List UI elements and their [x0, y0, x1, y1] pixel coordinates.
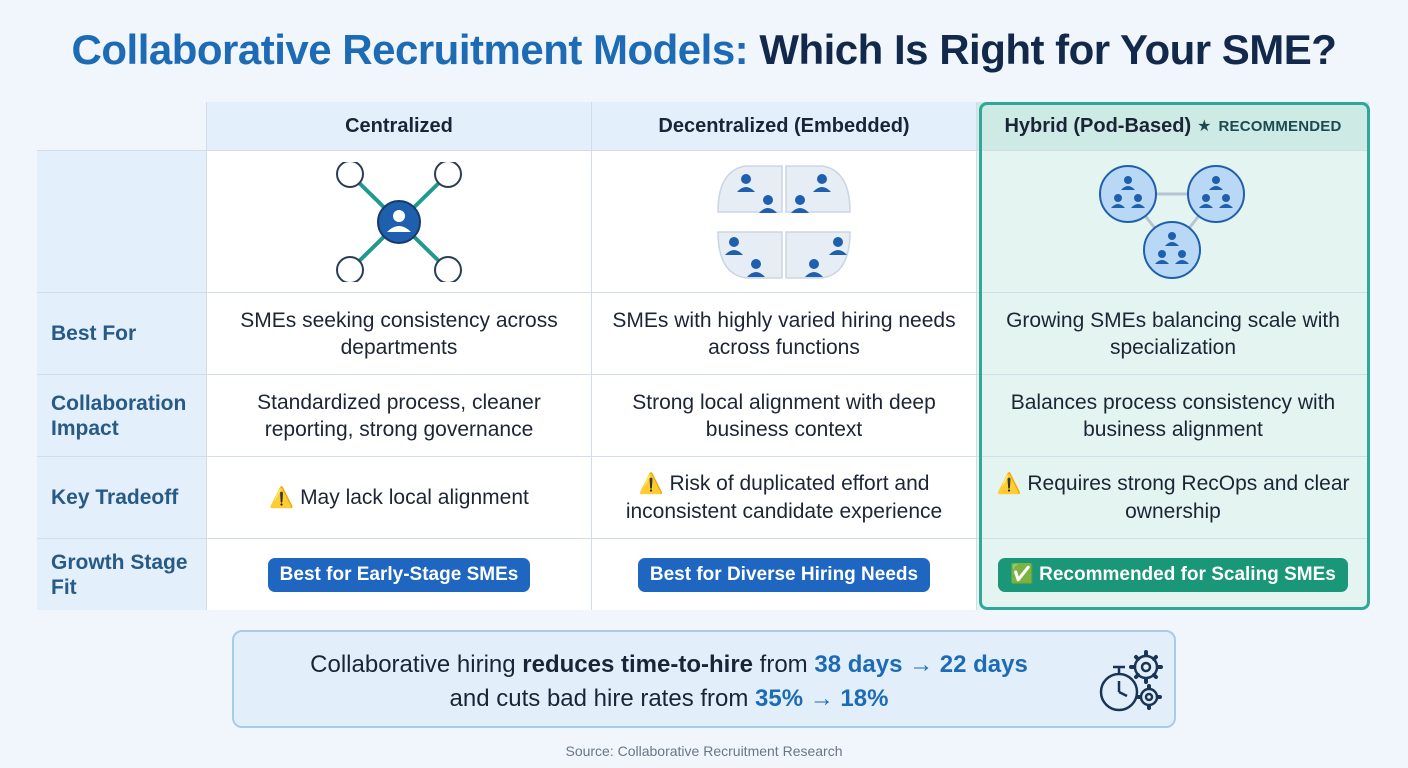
stat-line-2: and cuts bad hire rates from 35% → 18% — [234, 684, 1104, 714]
badge-diverse-hiring: Best for Diverse Hiring Needs — [637, 557, 931, 592]
title-part-1: Collaborative Recruitment Models: — [71, 26, 749, 73]
growth-decentralized: Best for Diverse Hiring Needs — [592, 539, 977, 610]
column-header-hybrid: Hybrid (Pod-Based) ★ RECOMMENDED — [977, 102, 1369, 151]
warning-icon: ⚠️ — [638, 473, 664, 495]
pod-network-icon — [1099, 164, 1245, 279]
stopwatch-gears-icon — [1099, 650, 1163, 712]
stat-line-1: Collaborative hiring reduces time-to-hir… — [234, 650, 1104, 680]
warning-icon: ⚠️ — [269, 486, 295, 509]
row-label-key-tradeoff: Key Tradeoff — [37, 457, 207, 539]
icon-row-label — [37, 151, 207, 293]
stat-time-to-hire: 38 days → 22 days — [814, 651, 1028, 678]
table-corner — [37, 102, 207, 151]
stat-line-1-c: from — [753, 651, 815, 678]
star-icon: ★ — [1197, 117, 1212, 135]
column-header-centralized: Centralized — [207, 102, 592, 151]
tradeoff-hybrid: ⚠️ Requires strong RecOps and clear owner… — [977, 457, 1369, 539]
row-label-growth-stage-fit: Growth Stage Fit — [37, 539, 207, 610]
stat-line-1-a: Collaborative hiring — [310, 651, 523, 678]
tradeoff-decentralized: ⚠️ Risk of duplicated effort and inconsis… — [592, 457, 977, 539]
page-title: Collaborative Recruitment Models: Which … — [0, 26, 1408, 74]
warning-icon: ⚠️ — [996, 473, 1022, 495]
tradeoff-centralized: ⚠️ May lack local alignment — [207, 457, 592, 539]
icon-cell-hybrid — [977, 151, 1369, 293]
source-caption: Source: Collaborative Recruitment Resear… — [565, 743, 843, 759]
stat-bad-hire-rate: 35% → 18% — [755, 685, 889, 712]
badge-early-stage: Best for Early-Stage SMEs — [267, 557, 531, 592]
growth-centralized: Best for Early-Stage SMEs — [207, 539, 592, 610]
tradeoff-hybrid-text: Requires strong RecOps and clear ownersh… — [1027, 472, 1350, 523]
impact-centralized: Standardized process, cleaner reporting,… — [207, 375, 592, 457]
column-header-hybrid-label: Hybrid (Pod-Based) — [1004, 114, 1192, 137]
embedded-teams-icon — [717, 164, 851, 279]
best-for-centralized: SMEs seeking consistency across departme… — [207, 293, 592, 375]
best-for-decentralized: SMEs with highly varied hiring needs acr… — [592, 293, 977, 375]
comparison-table: Centralized Decentralized (Embedded) Hyb… — [37, 102, 1369, 610]
recommended-tag: RECOMMENDED — [1218, 117, 1342, 135]
icon-cell-centralized — [207, 151, 592, 293]
tradeoff-centralized-text: May lack local alignment — [300, 485, 529, 509]
icon-cell-decentralized — [592, 151, 977, 293]
title-part-2: Which Is Right for Your SME? — [759, 26, 1337, 73]
stat-callout: Collaborative hiring reduces time-to-hir… — [232, 630, 1176, 728]
badge-recommended-scaling: ✅ Recommended for Scaling SMEs — [998, 557, 1348, 592]
stat-line-2-a: and cuts bad hire rates from — [449, 685, 756, 712]
row-label-collaboration-impact: Collaboration Impact — [37, 375, 207, 457]
row-label-best-for: Best For — [37, 293, 207, 375]
growth-hybrid: ✅ Recommended for Scaling SMEs — [977, 539, 1369, 610]
impact-decentralized: Strong local alignment with deep busines… — [592, 375, 977, 457]
best-for-hybrid: Growing SMEs balancing scale with specia… — [977, 293, 1369, 375]
hub-network-icon — [336, 161, 462, 282]
stat-line-1-b: reduces time-to-hire — [522, 651, 753, 678]
impact-hybrid: Balances process consistency with busine… — [977, 375, 1369, 457]
column-header-decentralized: Decentralized (Embedded) — [592, 102, 977, 151]
tradeoff-decentralized-text: Risk of duplicated effort and inconsiste… — [625, 472, 943, 523]
